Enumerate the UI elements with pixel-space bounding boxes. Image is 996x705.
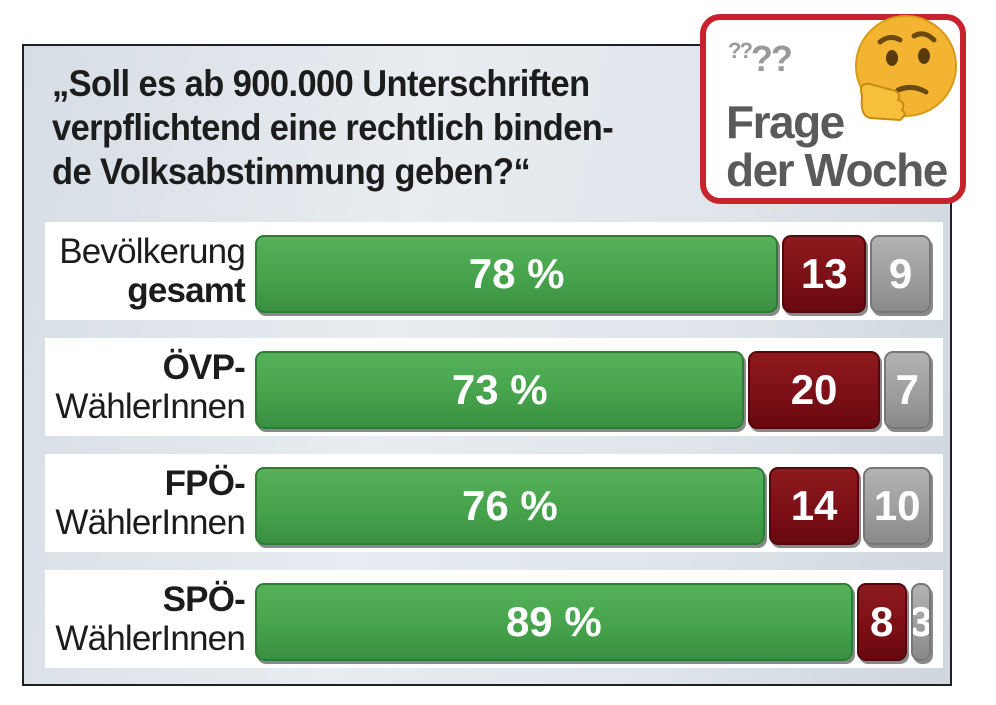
undecided-bar: 10	[863, 467, 931, 545]
question-marks-decoration: ????	[728, 38, 793, 79]
chart-row: ÖVP- WählerInnen 73 % 20 7	[45, 338, 943, 436]
data-label: 20	[790, 366, 838, 413]
data-label: 13	[800, 250, 848, 297]
category-label: Bevölkerung gesamt	[45, 232, 246, 310]
chart-row: FPÖ- WählerInnen 76 % 14 10	[45, 454, 943, 552]
yes-bar: 73 %	[255, 351, 745, 429]
badge-title-line: Frage	[726, 96, 845, 148]
stacked-bar: 89 % 83	[255, 583, 931, 663]
category-label-line: WählerInnen	[55, 619, 245, 658]
frage-der-woche-badge: ???? Frage der Woche	[700, 14, 966, 204]
question-line: „Soll es ab 900.000 Unterschriften	[52, 63, 590, 104]
category-label-line: ÖVP-	[162, 348, 246, 387]
data-label: 7	[895, 366, 919, 413]
data-label: 9	[888, 250, 913, 297]
category-label-line: WählerInnen	[55, 503, 245, 542]
thinking-face-icon	[855, 15, 957, 122]
yes-bar: 78 %	[255, 235, 779, 313]
category-label: ÖVP- WählerInnen	[45, 348, 245, 426]
category-label-line: SPÖ-	[162, 580, 246, 619]
poll-question: „Soll es ab 900.000 Unterschriften verpf…	[52, 62, 647, 194]
yes-bar: 89 %	[255, 583, 853, 661]
stacked-bar: 78 % 13 9	[255, 235, 931, 315]
category-label-line: gesamt	[127, 271, 246, 310]
question-line: de Volksabstimmung geben?“	[52, 151, 531, 192]
category-label: SPÖ- WählerInnen	[45, 580, 245, 658]
category-label-line: FPÖ-	[164, 464, 246, 503]
badge-title-line: der Woche	[726, 144, 948, 196]
data-label: 14	[790, 482, 838, 529]
category-label-line: WählerInnen	[55, 387, 245, 426]
data-label: 3	[913, 598, 929, 646]
data-label: 76 %	[462, 482, 558, 529]
undecided-bar: 7	[883, 351, 931, 429]
category-label: FPÖ- WählerInnen	[45, 464, 245, 542]
data-label: 89 %	[505, 598, 602, 645]
data-label: 8	[869, 598, 894, 645]
stacked-bar: 76 % 14 10	[255, 467, 931, 547]
question-line: verpflichtend eine rechtlich binden-	[52, 107, 614, 148]
badge-title: Frage der Woche	[726, 98, 956, 194]
no-bar: 8	[856, 583, 907, 661]
stacked-bar: 73 % 20 7	[255, 351, 931, 431]
no-bar: 14	[768, 467, 860, 545]
data-label: 10	[873, 482, 921, 529]
undecided-bar: 9	[870, 235, 931, 313]
yes-bar: 76 %	[255, 467, 765, 545]
data-label: 73 %	[451, 366, 548, 413]
no-bar: 13	[782, 235, 867, 313]
chart-row: SPÖ-WählerInnen 89 % 83	[45, 570, 943, 668]
no-bar: 20	[748, 351, 880, 429]
chart-row: Bevölkerung gesamt 78 % 13 9	[45, 222, 943, 320]
undecided-bar: 3	[910, 583, 931, 661]
data-label: 78 %	[468, 250, 565, 297]
category-label-line: Bevölkerung	[59, 232, 246, 271]
